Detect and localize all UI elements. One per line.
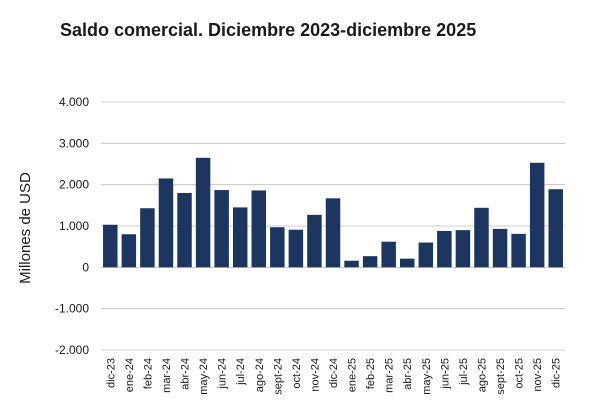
bar-oct-25 — [511, 233, 526, 268]
bar-dic-23 — [103, 224, 118, 268]
x-tick-label: mar-24 — [161, 358, 173, 393]
x-tick-label: ene-25 — [347, 358, 359, 392]
y-tick-label: 1.000 — [59, 219, 89, 233]
x-tick-label: jun-24 — [217, 358, 229, 390]
bar-ene-25 — [344, 260, 359, 268]
x-tick-label: dic-25 — [551, 358, 563, 388]
x-tick-label: feb-25 — [365, 358, 377, 389]
y-tick-label: 4.000 — [59, 95, 89, 109]
y-tick-label: 2.000 — [59, 178, 89, 192]
x-tick-label: jul-24 — [235, 358, 247, 386]
x-tick-label: ago-24 — [254, 358, 266, 392]
bar-jul-24 — [232, 207, 248, 268]
bar-jun-24 — [214, 190, 229, 268]
x-tick-label: jul-25 — [458, 358, 470, 386]
bar-oct-24 — [288, 229, 304, 268]
y-tick-label: 0 — [82, 260, 89, 274]
bar-dic-24 — [325, 198, 341, 268]
x-tick-label: dic-24 — [328, 358, 340, 388]
x-tick-label: feb-24 — [142, 358, 154, 389]
bar-ago-25 — [474, 207, 489, 268]
bar-nov-24 — [307, 214, 322, 268]
y-tick-label: -2.000 — [55, 343, 89, 357]
bar-ago-24 — [251, 190, 266, 268]
y-tick-label: 3.000 — [59, 136, 89, 150]
bar-sept-24 — [270, 227, 285, 268]
x-tick-label: ago-25 — [476, 358, 488, 392]
x-tick-label: nov-24 — [309, 358, 321, 392]
bar-may-25 — [418, 242, 434, 268]
bar-abr-25 — [400, 258, 415, 268]
bar-mar-25 — [381, 241, 396, 268]
x-tick-label: nov-25 — [532, 358, 544, 392]
bar-nov-25 — [529, 162, 545, 268]
bar-jun-25 — [437, 230, 452, 268]
bars — [103, 157, 563, 268]
bar-abr-24 — [177, 192, 192, 268]
bar-jul-25 — [455, 230, 471, 268]
x-tick-label: sept-24 — [272, 358, 284, 395]
bar-may-24 — [195, 157, 211, 268]
bar-dic-25 — [548, 189, 563, 268]
bar-mar-24 — [158, 178, 174, 268]
bar-feb-25 — [362, 256, 378, 268]
x-tick-label: sept-25 — [495, 358, 507, 395]
bar-ene-24 — [121, 234, 137, 268]
y-axis-label: Millones de USD — [17, 172, 34, 284]
y-axis-ticks: 4.000 3.000 2.000 1.000 0 -1.000 -2.000 — [55, 95, 89, 357]
x-axis-ticks: dic-23 ene-24 feb-24 mar-24 abr-24 may-24 jun-… — [105, 358, 562, 395]
x-tick-label: mar-25 — [384, 358, 396, 393]
x-tick-label: jun-25 — [439, 358, 451, 390]
x-tick-label: abr-25 — [402, 358, 414, 390]
x-tick-label: oct-24 — [291, 358, 303, 389]
x-tick-label: oct-25 — [514, 358, 526, 389]
x-tick-label: may-25 — [421, 358, 433, 395]
x-tick-label: may-24 — [198, 358, 210, 395]
x-tick-label: dic-23 — [105, 358, 117, 388]
bar-feb-24 — [140, 208, 155, 268]
bar-sept-25 — [492, 228, 508, 268]
y-tick-label: -1.000 — [55, 302, 89, 316]
chart-title: Saldo comercial. Diciembre 2023-diciembr… — [60, 20, 477, 40]
x-tick-label: abr-24 — [180, 358, 192, 390]
x-tick-label: ene-24 — [124, 358, 136, 392]
